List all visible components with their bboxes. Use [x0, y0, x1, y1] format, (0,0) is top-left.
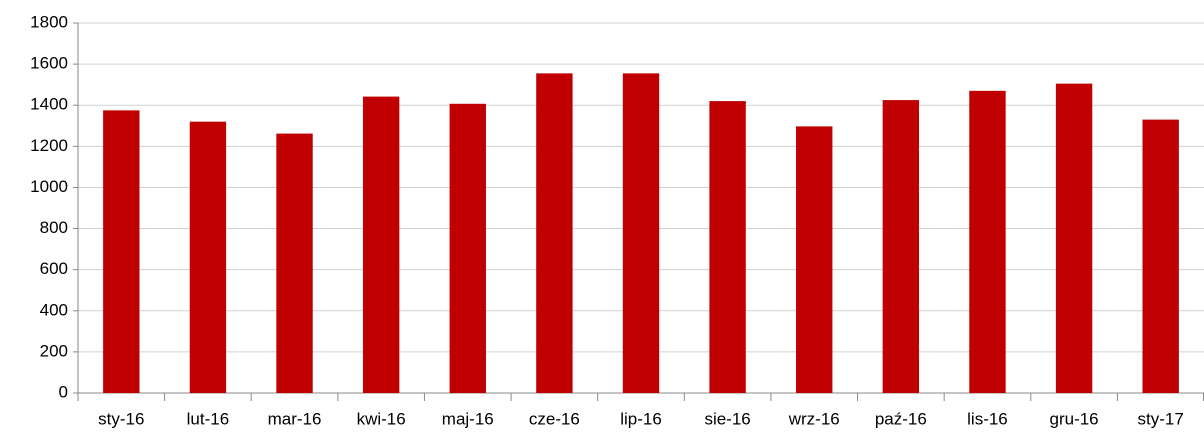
- bar: [969, 90, 1006, 393]
- x-tick-label: cze-16: [529, 409, 580, 428]
- x-tick-label: lut-16: [187, 409, 230, 428]
- y-tick-label: 1400: [30, 95, 68, 114]
- x-tick-label: mar-16: [268, 409, 322, 428]
- bar: [449, 103, 486, 394]
- x-tick-label: gru-16: [1050, 409, 1099, 428]
- y-tick-label: 400: [40, 300, 68, 319]
- bar: [709, 101, 746, 393]
- x-tick-label: maj-16: [442, 409, 494, 428]
- x-tick-label: kwi-16: [357, 409, 406, 428]
- y-tick-label: 1200: [30, 136, 68, 155]
- x-tick-label: paź-16: [875, 409, 927, 428]
- x-tick-label: lis-16: [967, 409, 1008, 428]
- bar: [189, 121, 227, 394]
- bar: [882, 100, 920, 393]
- bar: [276, 133, 313, 394]
- y-tick-label: 600: [40, 259, 68, 278]
- y-tick-label: 0: [59, 382, 68, 401]
- y-tick-label: 1800: [30, 12, 68, 31]
- y-tick-label: 1000: [30, 177, 68, 196]
- x-tick-label: sty-17: [1138, 409, 1184, 428]
- bar: [1055, 83, 1093, 393]
- bar: [622, 73, 660, 393]
- bar: [1142, 119, 1179, 393]
- x-tick-label: lip-16: [620, 409, 662, 428]
- bar: [536, 73, 573, 393]
- y-tick-label: 800: [40, 218, 68, 237]
- bar: [796, 126, 833, 394]
- y-tick-label: 200: [40, 341, 68, 360]
- x-tick-label: sty-16: [98, 409, 144, 428]
- bar: [103, 110, 140, 393]
- x-tick-label: sie-16: [704, 409, 750, 428]
- bar: [362, 96, 400, 393]
- y-tick-label: 1600: [30, 54, 68, 73]
- x-tick-label: wrz-16: [788, 409, 840, 428]
